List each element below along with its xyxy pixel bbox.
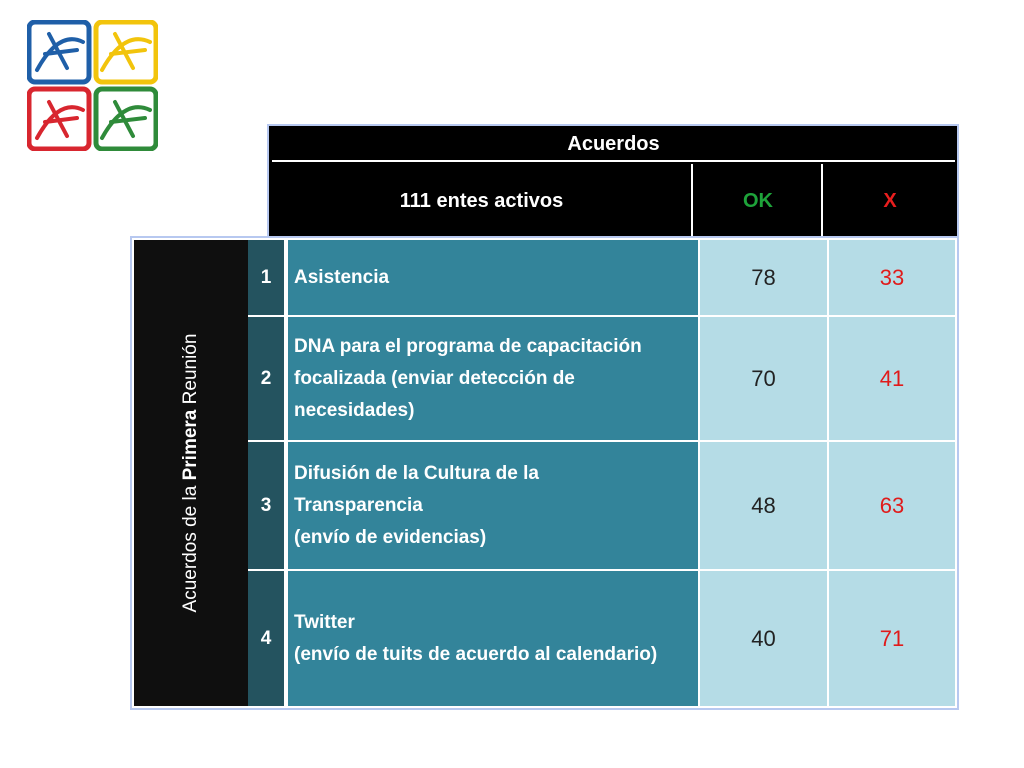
header-x: X bbox=[883, 189, 897, 212]
row-ok-count: 40 bbox=[700, 571, 827, 706]
row-description: Difusión de la Cultura de la Transparenc… bbox=[288, 442, 698, 569]
row-x-count: 41 bbox=[829, 317, 955, 440]
row-ok-count: 78 bbox=[700, 240, 827, 315]
row-number: 1 bbox=[248, 240, 286, 315]
row-x-count: 63 bbox=[829, 442, 955, 569]
table-row: 2 DNA para el programa de capacitación f… bbox=[248, 317, 955, 440]
table-title: Acuerdos bbox=[272, 128, 955, 162]
row-description: Asistencia bbox=[288, 240, 698, 315]
side-label: Acuerdos de la Primera Reunión bbox=[180, 333, 201, 613]
table-row: 4 Twitter (envío de tuits de acuerdo al … bbox=[248, 571, 955, 706]
header-ok: OK bbox=[695, 164, 823, 238]
row-description: DNA para el programa de capacitación foc… bbox=[288, 317, 698, 440]
row-description: Twitter (envío de tuits de acuerdo al ca… bbox=[288, 571, 698, 706]
institution-logo bbox=[27, 20, 158, 151]
row-ok-count: 48 bbox=[700, 442, 827, 569]
table-header-frame bbox=[267, 124, 959, 242]
row-number: 3 bbox=[248, 442, 286, 569]
row-x-count: 33 bbox=[829, 240, 955, 315]
table-row: 1 Asistencia 78 33 bbox=[248, 240, 955, 315]
row-number: 2 bbox=[248, 317, 286, 440]
table-row: 3 Difusión de la Cultura de la Transpare… bbox=[248, 442, 955, 569]
row-x-count: 71 bbox=[829, 571, 955, 706]
row-ok-count: 70 bbox=[700, 317, 827, 440]
header-entes-activos: 111 entes activos bbox=[272, 164, 693, 238]
row-number: 4 bbox=[248, 571, 286, 706]
side-label-cell: Acuerdos de la Primera Reunión bbox=[134, 240, 248, 706]
